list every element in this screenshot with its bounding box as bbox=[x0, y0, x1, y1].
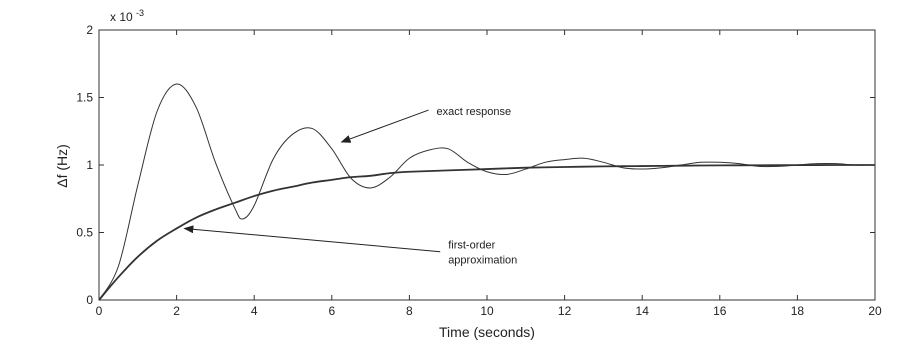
y-tick-label: 1 bbox=[86, 158, 93, 172]
annotation-line: approximation bbox=[448, 255, 517, 267]
y-multiplier-exponent: -3 bbox=[136, 8, 144, 18]
annotation-label: first-order approximation bbox=[448, 240, 517, 267]
x-axis-label: Time (seconds) bbox=[439, 324, 535, 340]
x-tick-label: 10 bbox=[480, 304, 494, 318]
y-tick-label: 1.5 bbox=[76, 91, 93, 105]
x-tick-label: 20 bbox=[868, 304, 882, 318]
x-tick-label: 6 bbox=[328, 304, 335, 318]
x-tick-label: 8 bbox=[406, 304, 413, 318]
series-line-exact-response bbox=[98, 83, 876, 301]
y-axis-label: Δf (Hz) bbox=[54, 144, 70, 188]
x-tick-label: 14 bbox=[636, 304, 650, 318]
annotation-label: exact response bbox=[437, 106, 512, 118]
annotation-arrow bbox=[340, 109, 429, 143]
x-tick-label: 16 bbox=[713, 304, 727, 318]
y-multiplier-base: x 10 bbox=[110, 10, 133, 24]
x-tick-label: 0 bbox=[96, 304, 103, 318]
annotation-line: first-order bbox=[448, 240, 495, 252]
annotation-line: exact response bbox=[437, 106, 512, 118]
x-tick-label: 2 bbox=[173, 304, 180, 318]
x-tick-label: 18 bbox=[791, 304, 805, 318]
x-tick-label: 4 bbox=[251, 304, 258, 318]
y-tick-label: 2 bbox=[86, 23, 93, 37]
annotation-arrow bbox=[183, 225, 441, 253]
x-tick-label: 12 bbox=[558, 304, 572, 318]
y-tick-label: 0 bbox=[86, 293, 93, 307]
y-axis-multiplier: x 10 -3 bbox=[110, 8, 144, 24]
y-tick-label: 0.5 bbox=[76, 226, 93, 240]
series-line-first-order-approximation bbox=[98, 164, 876, 301]
